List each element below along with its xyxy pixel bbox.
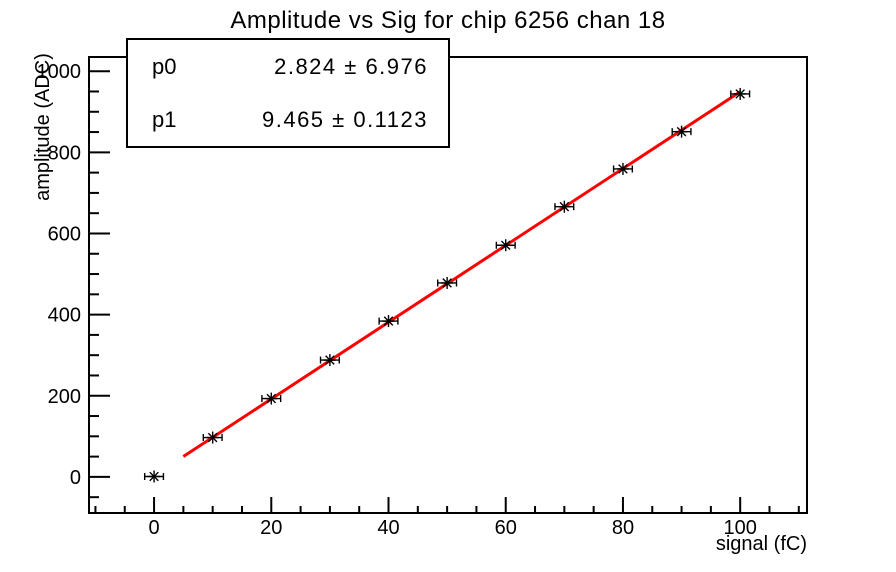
- stats-box: p0 2.824 ± 6.976 p1 9.465 ± 0.1123: [126, 38, 450, 148]
- data-marker: [149, 471, 159, 482]
- x-axis-title: signal (fC): [715, 533, 807, 555]
- chart-title: Amplitude vs Sig for chip 6256 chan 18: [230, 7, 666, 34]
- data-marker: [383, 316, 394, 326]
- data-marker: [500, 240, 511, 251]
- x-tick-label: 40: [377, 517, 399, 539]
- data-marker: [618, 164, 628, 174]
- y-tick-label: 200: [48, 386, 81, 408]
- x-tick-label: 60: [495, 517, 517, 539]
- y-tick-label: 400: [48, 305, 81, 327]
- data-marker: [207, 432, 218, 443]
- fit-param-p0-name: p0: [152, 53, 177, 79]
- y-tick-label: 600: [48, 223, 81, 245]
- fit-param-p1-name: p1: [152, 106, 177, 132]
- fit-param-p0-value: 2.824 ± 6.976: [274, 53, 428, 79]
- y-tick-label: 0: [70, 467, 81, 489]
- fit-line: [182, 90, 742, 458]
- x-tick-label: 0: [148, 517, 159, 539]
- data-marker: [676, 126, 687, 137]
- fit-param-p1-value: 9.465 ± 0.1123: [261, 106, 428, 132]
- data-marker: [325, 355, 335, 365]
- y-axis-title: amplitude (ADC): [32, 53, 54, 201]
- data-marker: [559, 201, 570, 212]
- x-tick-label: 100: [723, 517, 756, 539]
- x-tick-label: 20: [260, 517, 282, 539]
- y-tick-label: 1000: [37, 61, 82, 83]
- data-marker: [735, 89, 745, 99]
- data-marker: [266, 393, 277, 404]
- stats-row-p1: p1 9.465 ± 0.1123: [152, 107, 428, 133]
- x-tick-label: 80: [612, 517, 634, 539]
- stats-row-p0: p0 2.824 ± 6.976: [152, 54, 428, 80]
- y-tick-label: 800: [48, 142, 81, 164]
- data-marker: [442, 278, 452, 288]
